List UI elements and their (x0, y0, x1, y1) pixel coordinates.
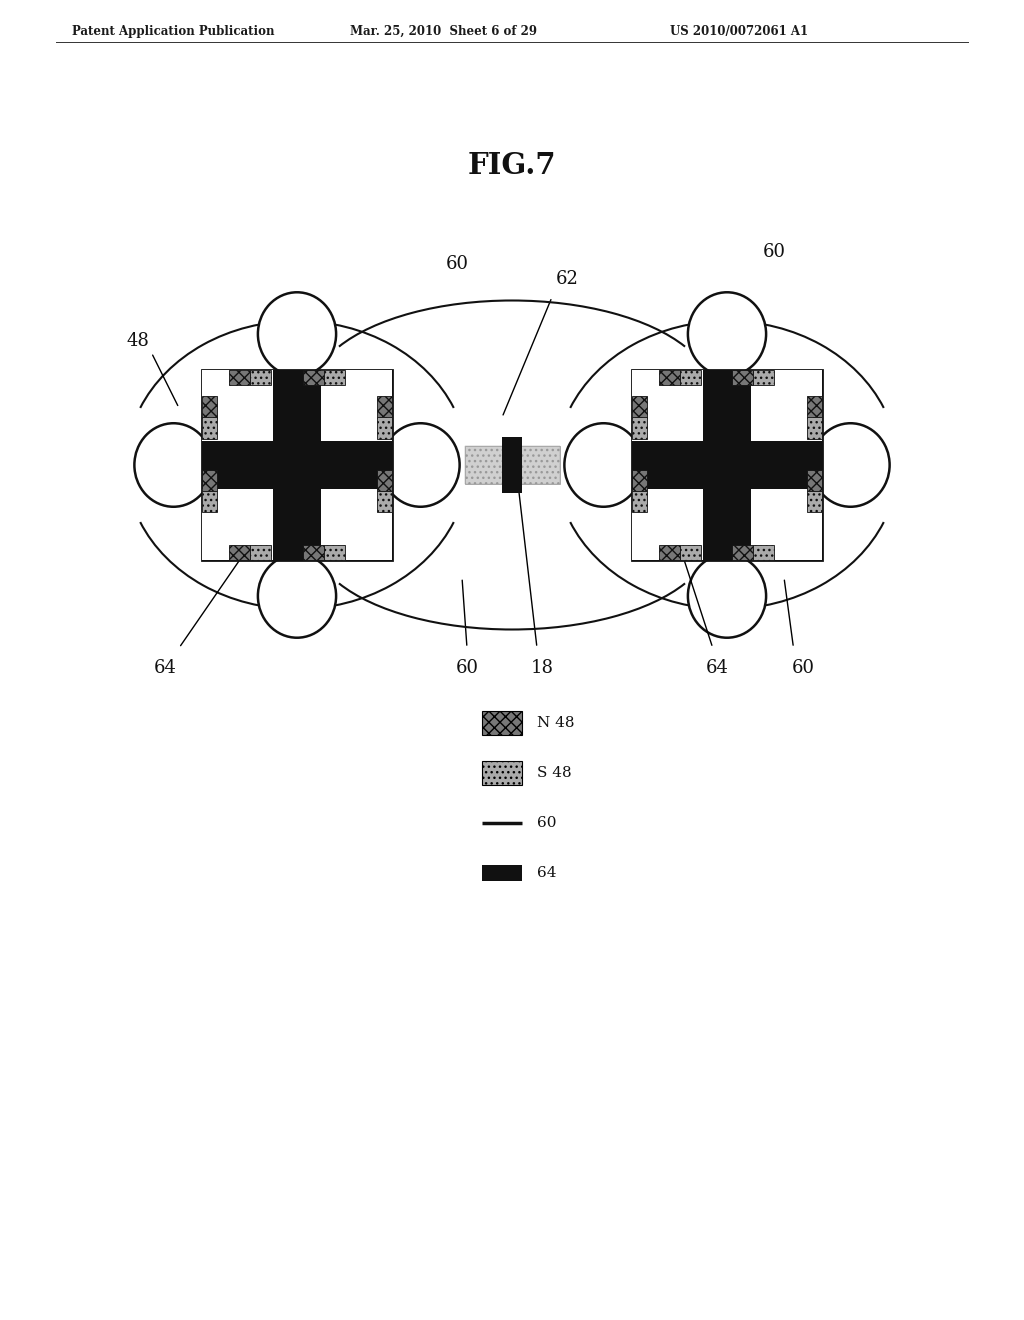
Text: S 48: S 48 (537, 766, 571, 780)
Bar (302, 545, 324, 560)
Ellipse shape (258, 292, 336, 376)
Bar (632, 396, 647, 417)
Text: N 48: N 48 (537, 715, 574, 730)
Text: 64: 64 (537, 866, 556, 880)
Bar (680, 370, 700, 385)
Bar (732, 370, 754, 385)
Bar (751, 488, 822, 560)
Bar (658, 370, 680, 385)
Bar (632, 417, 647, 438)
Bar (482, 711, 522, 735)
Ellipse shape (688, 292, 766, 376)
Bar (732, 545, 754, 560)
Bar (807, 470, 822, 491)
Text: US 2010/0072061 A1: US 2010/0072061 A1 (670, 25, 808, 38)
Bar (465, 446, 559, 484)
Bar (807, 417, 822, 438)
Text: 64: 64 (154, 659, 176, 677)
Text: 60: 60 (537, 816, 556, 830)
Bar (632, 470, 647, 491)
Bar (202, 417, 217, 438)
Bar (807, 396, 822, 417)
Bar (377, 417, 392, 438)
Bar (250, 545, 270, 560)
Bar (321, 370, 392, 441)
Text: 18: 18 (530, 659, 554, 677)
Ellipse shape (564, 424, 643, 507)
Bar (502, 437, 522, 492)
Bar (377, 491, 392, 512)
Text: 60: 60 (792, 659, 814, 677)
Bar (377, 396, 392, 417)
Bar (680, 545, 700, 560)
Text: 60: 60 (763, 243, 786, 261)
Ellipse shape (258, 554, 336, 638)
Bar (632, 370, 822, 560)
Bar (632, 488, 703, 560)
Text: 60: 60 (456, 659, 478, 677)
Bar (751, 370, 822, 441)
Bar (202, 488, 273, 560)
Bar (202, 370, 392, 560)
Text: 64: 64 (707, 659, 729, 677)
Bar (302, 370, 324, 385)
Text: 60: 60 (445, 255, 469, 273)
Bar (202, 470, 217, 491)
Bar (377, 470, 392, 491)
Bar (754, 545, 774, 560)
Ellipse shape (688, 554, 766, 638)
Text: 48: 48 (126, 333, 150, 350)
Bar (807, 491, 822, 512)
Bar (632, 491, 647, 512)
Ellipse shape (381, 424, 460, 507)
Bar (321, 488, 392, 560)
Bar (482, 760, 522, 785)
Text: Mar. 25, 2010  Sheet 6 of 29: Mar. 25, 2010 Sheet 6 of 29 (350, 25, 537, 38)
Bar (202, 491, 217, 512)
Bar (324, 545, 344, 560)
Ellipse shape (134, 424, 213, 507)
Bar (658, 545, 680, 560)
Bar (632, 370, 703, 441)
Bar (250, 370, 270, 385)
Text: 62: 62 (556, 271, 579, 288)
Bar (465, 446, 559, 484)
Text: FIG.7: FIG.7 (468, 150, 556, 180)
Bar (202, 396, 217, 417)
Bar (324, 370, 344, 385)
Ellipse shape (811, 424, 890, 507)
Bar (228, 545, 250, 560)
Bar (202, 370, 273, 441)
Bar (754, 370, 774, 385)
Bar (482, 865, 522, 880)
Bar (228, 370, 250, 385)
Text: Patent Application Publication: Patent Application Publication (72, 25, 274, 38)
